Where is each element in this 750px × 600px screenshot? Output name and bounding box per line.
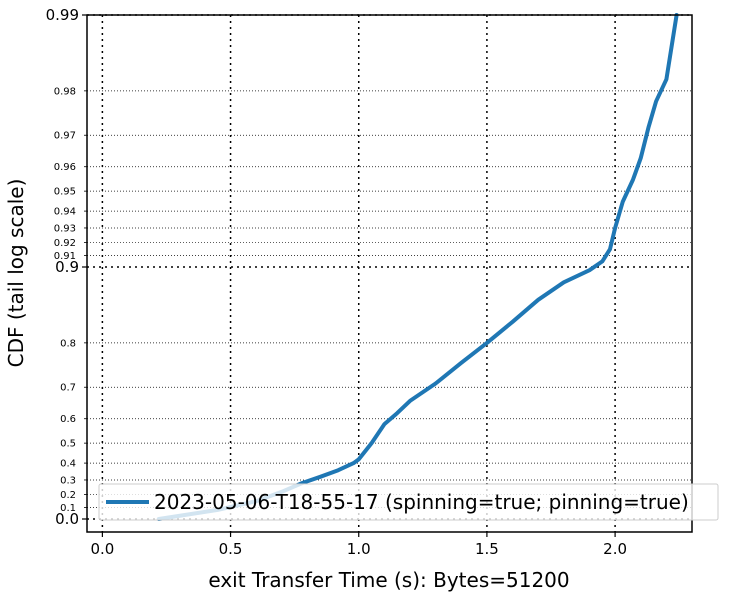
y-minor-tick-label: 0.3 — [60, 475, 76, 486]
y-minor-tick-label: 0.1 — [60, 503, 76, 514]
y-minor-tick-label: 0.93 — [54, 223, 76, 234]
x-axis-title: exit Transfer Time (s): Bytes=51200 — [208, 568, 569, 592]
legend: 2023-05-06-T18-55-17 (spinning=true; pin… — [98, 483, 719, 521]
series-layer — [156, 13, 679, 521]
legend-box — [98, 483, 719, 521]
y-major-tick-label: 0.0 — [55, 510, 79, 528]
y-minor-tick-label: 0.5 — [60, 439, 76, 450]
x-tick-label: 1.0 — [347, 540, 371, 558]
y-minor-tick-label: 0.98 — [54, 86, 76, 97]
y-minor-tick-label: 0.2 — [60, 490, 76, 501]
y-minor-tick-label: 0.92 — [54, 238, 76, 249]
x-tick-label: 2.0 — [603, 540, 627, 558]
y-major-tick-label: 0.99 — [46, 6, 79, 24]
y-minor-tick-label: 0.97 — [54, 131, 76, 142]
y-minor-tick-label: 0.96 — [54, 162, 76, 173]
y-minor-tick-label: 0.94 — [54, 207, 76, 218]
legend-label: 2023-05-06-T18-55-17 (spinning=true; pin… — [154, 490, 689, 514]
plot-frame — [86, 14, 693, 533]
y-minor-tick-label: 0.7 — [60, 383, 76, 394]
y-minor-tick-label: 0.91 — [54, 251, 76, 262]
y-minor-tick-label: 0.4 — [60, 459, 76, 470]
y-axis-title: CDF (tail log scale) — [4, 179, 28, 368]
grid-lines — [87, 14, 692, 532]
axis-ticks: 0.0 0.5 1.0 1.5 2.0 0.0 0.9 0.99 0.1 0.2 0.3 0.4 0.5… — [46, 6, 627, 558]
y-minor-tick-label: 0.8 — [60, 338, 76, 349]
x-tick-label: 1.5 — [475, 540, 499, 558]
series-line — [156, 13, 679, 521]
x-tick-label: 0.5 — [219, 540, 243, 558]
y-minor-tick-label: 0.6 — [60, 414, 76, 425]
y-minor-tick-label: 0.95 — [54, 187, 76, 198]
y-major-tick-label: 0.9 — [55, 258, 79, 276]
x-tick-label: 0.0 — [90, 540, 114, 558]
